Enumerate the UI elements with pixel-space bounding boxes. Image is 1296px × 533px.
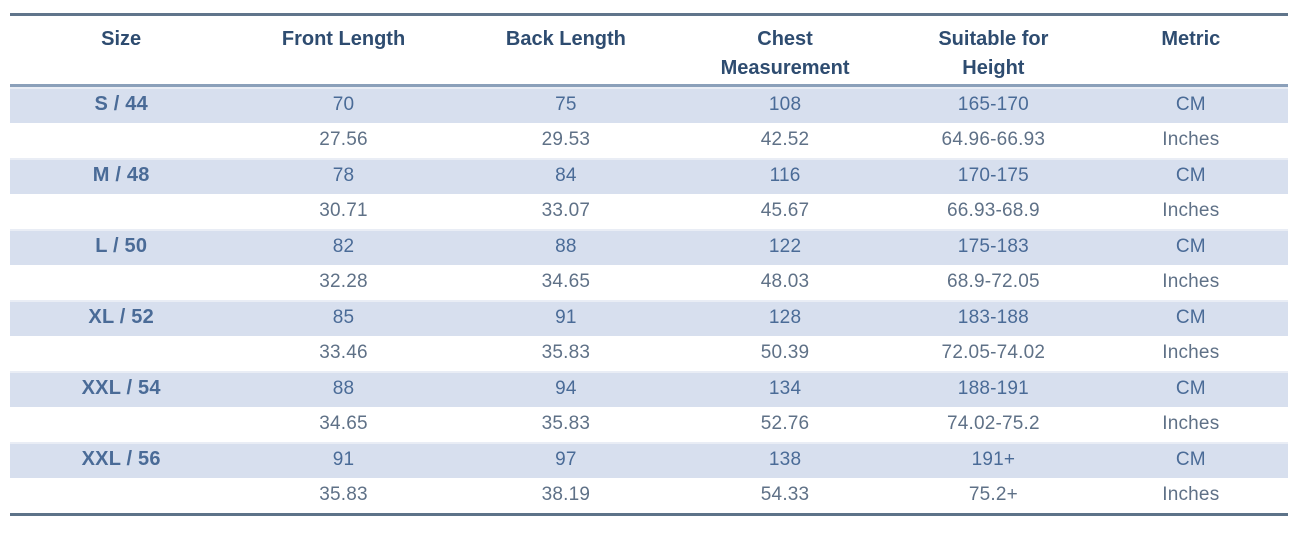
cell-chest: 54.33 (760, 484, 810, 506)
cell-size: L / 50 (95, 235, 148, 258)
cell-back-length: 34.65 (541, 271, 591, 293)
cell-size: M / 48 (92, 164, 150, 187)
cell-metric: CM (1175, 448, 1206, 470)
header-size: Size (10, 25, 232, 54)
cell-height: 170-175 (957, 164, 1029, 186)
table-row-xxl56-inches: 35.83 38.19 54.33 75.2+ Inches (10, 477, 1288, 513)
cell-back-length: 33.07 (541, 200, 591, 222)
cell-height: 191+ (971, 448, 1016, 470)
cell-height: 68.9-72.05 (946, 271, 1040, 293)
cell-height: 66.93-68.9 (946, 200, 1040, 222)
table-row-m48-cm: M / 48 78 84 116 170-175 CM (10, 158, 1288, 194)
cell-height: 175-183 (957, 235, 1029, 257)
cell-front-length: 34.65 (319, 413, 368, 435)
header-metric-label: Metric (1161, 28, 1221, 50)
cell-chest: 48.03 (760, 271, 810, 293)
cell-back-length: 38.19 (541, 484, 591, 506)
cell-metric: CM (1175, 235, 1206, 257)
header-front-length: Front Length (232, 25, 454, 54)
table-header-row: Size Front Length Back Length Chest Meas… (10, 16, 1288, 87)
table-row-xxl56-cm: XXL / 56 91 97 138 191+ CM (10, 442, 1288, 478)
cell-front-length: 33.46 (319, 342, 368, 364)
cell-back-length: 91 (555, 306, 577, 328)
cell-chest: 122 (768, 235, 802, 257)
cell-height: 183-188 (957, 306, 1029, 328)
cell-height: 165-170 (957, 93, 1029, 115)
cell-size: XL / 52 (88, 306, 154, 329)
cell-chest: 138 (768, 448, 802, 470)
cell-front-length: 78 (332, 164, 355, 186)
header-chest-measurement: Chest Measurement (677, 25, 893, 83)
cell-metric: Inches (1162, 484, 1220, 506)
cell-back-length: 35.83 (541, 342, 591, 364)
cell-front-length: 91 (332, 448, 355, 470)
header-size-label: Size (101, 28, 142, 50)
table-row-s44-cm: S / 44 70 75 108 165-170 CM (10, 87, 1288, 123)
cell-metric: CM (1175, 306, 1206, 328)
cell-metric: Inches (1162, 129, 1220, 151)
cell-front-length: 27.56 (319, 129, 368, 151)
cell-height: 75.2+ (968, 484, 1018, 506)
cell-front-length: 35.83 (319, 484, 368, 506)
header-back-length-label: Back Length (505, 28, 626, 50)
cell-back-length: 29.53 (541, 129, 591, 151)
cell-front-length: 88 (332, 377, 355, 399)
table-row-xxl54-inches: 34.65 35.83 52.76 74.02-75.2 Inches (10, 406, 1288, 442)
cell-metric: CM (1175, 164, 1206, 186)
header-front-length-label: Front Length (281, 28, 406, 50)
cell-front-length: 70 (332, 93, 355, 115)
table-row-m48-inches: 30.71 33.07 45.67 66.93-68.9 Inches (10, 193, 1288, 229)
cell-back-length: 75 (555, 93, 577, 115)
table-row-l50-cm: L / 50 82 88 122 175-183 CM (10, 229, 1288, 265)
cell-height: 64.96-66.93 (941, 129, 1046, 151)
cell-chest: 134 (768, 377, 802, 399)
cell-chest: 45.67 (760, 200, 810, 222)
cell-chest: 108 (768, 93, 802, 115)
cell-front-length: 30.71 (319, 200, 368, 222)
table-row-xl52-inches: 33.46 35.83 50.39 72.05-74.02 Inches (10, 335, 1288, 371)
cell-front-length: 32.28 (319, 271, 368, 293)
cell-size: XXL / 56 (81, 448, 161, 471)
cell-back-length: 88 (555, 235, 577, 257)
cell-back-length: 35.83 (541, 413, 591, 435)
cell-metric: Inches (1162, 200, 1220, 222)
table-row-xl52-cm: XL / 52 85 91 128 183-188 CM (10, 300, 1288, 336)
header-suitable-height: Suitable for Height (893, 25, 1094, 83)
table-row-l50-inches: 32.28 34.65 48.03 68.9-72.05 Inches (10, 264, 1288, 300)
cell-size: XXL / 54 (81, 377, 161, 400)
header-suitable-height-label: Suitable for Height (938, 28, 1049, 79)
size-chart-table: Size Front Length Back Length Chest Meas… (10, 13, 1288, 516)
cell-height: 188-191 (957, 377, 1029, 399)
cell-height: 74.02-75.2 (946, 413, 1040, 435)
cell-metric: CM (1175, 377, 1206, 399)
cell-chest: 52.76 (760, 413, 810, 435)
header-back-length: Back Length (455, 25, 677, 54)
cell-back-length: 97 (555, 448, 577, 470)
header-chest-measurement-label: Chest Measurement (720, 28, 850, 79)
cell-back-length: 94 (555, 377, 577, 399)
cell-metric: CM (1175, 93, 1206, 115)
cell-size: S / 44 (94, 93, 148, 116)
cell-back-length: 84 (555, 164, 577, 186)
cell-chest: 128 (768, 306, 802, 328)
table-row-xxl54-cm: XXL / 54 88 94 134 188-191 CM (10, 371, 1288, 407)
cell-front-length: 85 (332, 306, 355, 328)
cell-chest: 50.39 (760, 342, 810, 364)
cell-chest: 42.52 (760, 129, 810, 151)
header-metric: Metric (1094, 25, 1288, 54)
cell-height: 72.05-74.02 (941, 342, 1046, 364)
cell-metric: Inches (1162, 271, 1220, 293)
cell-chest: 116 (769, 164, 801, 186)
cell-metric: Inches (1162, 342, 1220, 364)
cell-metric: Inches (1162, 413, 1220, 435)
table-row-s44-inches: 27.56 29.53 42.52 64.96-66.93 Inches (10, 122, 1288, 158)
cell-front-length: 82 (332, 235, 355, 257)
